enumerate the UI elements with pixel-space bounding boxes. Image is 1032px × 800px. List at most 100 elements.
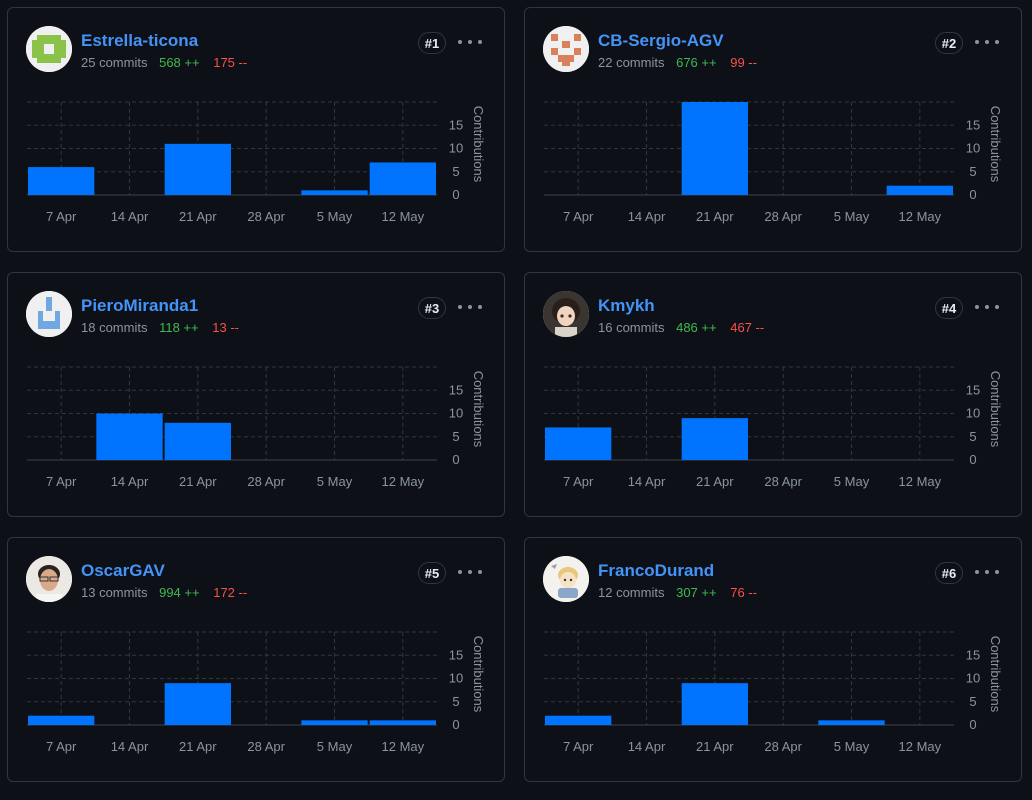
x-tick-label: 12 May: [899, 209, 942, 224]
y-tick-label: 0: [452, 187, 459, 202]
kebab-menu-icon[interactable]: [458, 299, 482, 315]
x-tick-label: 28 Apr: [247, 209, 285, 224]
contribution-bar[interactable]: [369, 162, 436, 195]
contributor-username[interactable]: OscarGAV: [81, 561, 165, 580]
x-tick-label: 5 May: [317, 739, 353, 754]
green-identicon: [26, 26, 72, 72]
contribution-bar[interactable]: [818, 720, 885, 725]
y-tick-label: 15: [449, 647, 463, 662]
additions-count: 676 ++: [676, 55, 717, 70]
rank-badge: #2: [935, 32, 963, 54]
y-axis-label: Contributions: [988, 371, 1003, 448]
x-tick-label: 28 Apr: [764, 209, 802, 224]
x-tick-label: 5 May: [834, 739, 870, 754]
contributions-bar-chart: 7 Apr 14 Apr 21 Apr 28 Apr 5 May 12 May 0 5 10 15…: [27, 366, 486, 489]
contribution-bar[interactable]: [164, 143, 231, 195]
additions-count: 486 ++: [676, 320, 717, 335]
contribution-bar[interactable]: [301, 190, 368, 195]
contributor-username[interactable]: FrancoDurand: [598, 561, 715, 580]
x-tick-label: 14 Apr: [111, 209, 149, 224]
contributor-stats: 22 commits 676 ++ 99 --: [598, 55, 757, 70]
x-tick-label: 28 Apr: [247, 474, 285, 489]
contribution-bar[interactable]: [369, 720, 436, 725]
y-tick-label: 15: [449, 382, 463, 397]
rank-badge: #5: [418, 562, 446, 584]
contributions-bar-chart: 7 Apr 14 Apr 21 Apr 28 Apr 5 May 12 May 0 5 10 15…: [27, 101, 486, 224]
contributions-bar-chart: 7 Apr 14 Apr 21 Apr 28 Apr 5 May 12 May 0 5 10 15…: [544, 631, 1003, 754]
contributor-card: PieroMiranda1 18 commits 118 ++ 13 -- #3…: [7, 272, 505, 517]
avatar[interactable]: [543, 556, 589, 602]
contribution-bar[interactable]: [886, 185, 953, 195]
commit-count[interactable]: 18 commits: [81, 320, 148, 335]
contributor-card: Kmykh 16 commits 486 ++ 467 -- #4 7 Apr 1…: [524, 272, 1022, 517]
contributor-card: CB-Sergio-AGV 22 commits 676 ++ 99 -- #2…: [524, 7, 1022, 252]
avatar[interactable]: [543, 26, 589, 72]
contribution-bar[interactable]: [164, 422, 231, 460]
x-tick-label: 12 May: [382, 474, 425, 489]
x-tick-label: 21 Apr: [696, 739, 734, 754]
x-tick-label: 7 Apr: [563, 739, 594, 754]
avatar[interactable]: [543, 291, 589, 337]
deletions-count: 76 --: [730, 585, 757, 600]
contributor-stats: 16 commits 486 ++ 467 --: [598, 320, 764, 335]
commit-count[interactable]: 13 commits: [81, 585, 148, 600]
kebab-menu-icon[interactable]: [975, 299, 999, 315]
contributor-username[interactable]: Estrella-ticona: [81, 31, 199, 50]
y-axis-label: Contributions: [471, 371, 486, 448]
x-tick-label: 12 May: [899, 474, 942, 489]
commit-count[interactable]: 16 commits: [598, 320, 665, 335]
contributions-bar-chart: 7 Apr 14 Apr 21 Apr 28 Apr 5 May 12 May 0 5 10 15…: [544, 366, 1003, 489]
contribution-bar[interactable]: [681, 102, 748, 195]
contribution-bar[interactable]: [96, 413, 163, 461]
blue-identicon: [26, 291, 72, 337]
contribution-bar[interactable]: [545, 715, 612, 725]
contribution-bar[interactable]: [28, 167, 95, 195]
contribution-bar[interactable]: [681, 418, 748, 460]
y-tick-label: 0: [452, 717, 459, 732]
contributor-username[interactable]: CB-Sergio-AGV: [598, 31, 724, 50]
avatar[interactable]: [26, 291, 72, 337]
x-tick-label: 21 Apr: [179, 739, 217, 754]
contribution-bar[interactable]: [164, 683, 231, 725]
kebab-menu-icon[interactable]: [975, 34, 999, 50]
commit-count[interactable]: 12 commits: [598, 585, 665, 600]
contribution-bar[interactable]: [301, 720, 368, 725]
x-tick-label: 14 Apr: [628, 209, 666, 224]
y-axis-label: Contributions: [471, 636, 486, 713]
contributor-username[interactable]: PieroMiranda1: [81, 296, 199, 315]
y-tick-label: 10: [449, 671, 463, 686]
y-tick-label: 10: [966, 406, 980, 421]
deletions-count: 172 --: [213, 585, 248, 600]
contribution-bar[interactable]: [681, 683, 748, 725]
x-tick-label: 7 Apr: [563, 209, 594, 224]
contribution-bar[interactable]: [28, 715, 95, 725]
x-tick-label: 5 May: [317, 474, 353, 489]
person-photo-avatar: [26, 556, 72, 602]
kebab-menu-icon[interactable]: [458, 34, 482, 50]
avatar[interactable]: [26, 26, 72, 72]
commit-count[interactable]: 22 commits: [598, 55, 665, 70]
contributor-card: FrancoDurand 12 commits 307 ++ 76 -- #6 …: [524, 537, 1022, 782]
y-tick-label: 10: [966, 671, 980, 686]
x-tick-label: 14 Apr: [628, 474, 666, 489]
additions-count: 307 ++: [676, 585, 717, 600]
y-tick-label: 5: [452, 429, 459, 444]
x-tick-label: 21 Apr: [179, 474, 217, 489]
y-axis-label: Contributions: [988, 636, 1003, 713]
x-tick-label: 14 Apr: [628, 739, 666, 754]
y-tick-label: 5: [969, 164, 976, 179]
contributor-stats: 13 commits 994 ++ 172 --: [81, 585, 247, 600]
y-tick-label: 0: [969, 187, 976, 202]
y-tick-label: 10: [966, 141, 980, 156]
contribution-bar[interactable]: [545, 427, 612, 460]
commit-count[interactable]: 25 commits: [81, 55, 148, 70]
avatar[interactable]: [26, 556, 72, 602]
x-tick-label: 12 May: [899, 739, 942, 754]
x-tick-label: 28 Apr: [764, 474, 802, 489]
contributor-stats: 12 commits 307 ++ 76 --: [598, 585, 757, 600]
y-tick-label: 0: [969, 717, 976, 732]
kebab-menu-icon[interactable]: [975, 564, 999, 580]
contributor-username[interactable]: Kmykh: [598, 296, 655, 315]
x-tick-label: 12 May: [382, 209, 425, 224]
kebab-menu-icon[interactable]: [458, 564, 482, 580]
